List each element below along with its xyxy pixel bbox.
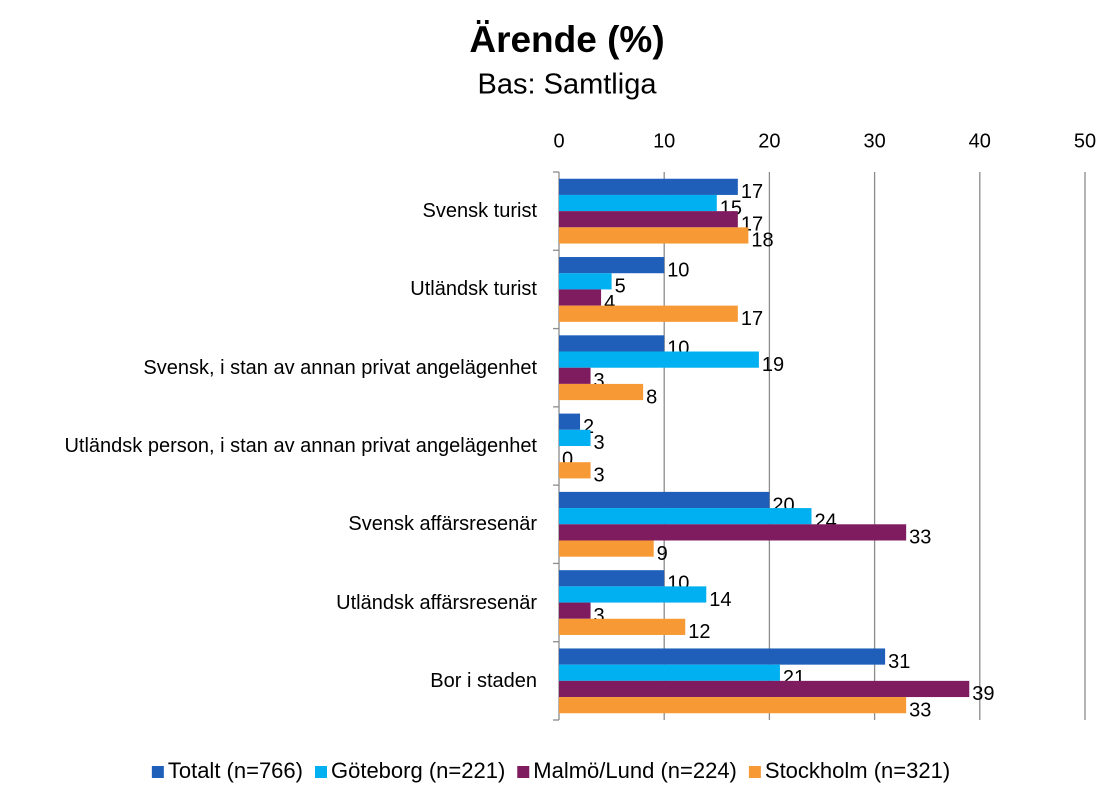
legend-swatch bbox=[748, 766, 761, 778]
legend-label: Malmö/Lund (n=224) bbox=[533, 758, 737, 783]
bar bbox=[559, 367, 591, 384]
data-label: 33 bbox=[909, 527, 931, 549]
data-label: 18 bbox=[751, 230, 773, 252]
x-tick-label: 10 bbox=[653, 130, 675, 152]
bar bbox=[559, 540, 654, 557]
data-label: 19 bbox=[762, 354, 784, 376]
data-label: 33 bbox=[909, 699, 931, 721]
bar bbox=[559, 227, 749, 244]
bar bbox=[559, 586, 707, 603]
bar bbox=[559, 178, 738, 195]
bar bbox=[559, 648, 886, 665]
data-label: 3 bbox=[594, 432, 605, 454]
data-label: 31 bbox=[888, 651, 910, 673]
x-tick-label: 20 bbox=[758, 130, 780, 152]
bar bbox=[559, 335, 665, 352]
category-label: Svensk turist bbox=[422, 200, 537, 223]
data-label: 12 bbox=[688, 621, 710, 643]
data-label: 5 bbox=[615, 276, 626, 298]
legend-swatch bbox=[314, 766, 327, 778]
legend-swatch bbox=[151, 766, 164, 778]
chart-title: Ärende (%) bbox=[469, 19, 664, 60]
data-label: 3 bbox=[594, 370, 605, 392]
category-label: Svensk, i stan av annan privat angelägen… bbox=[143, 356, 537, 379]
x-tick-label: 30 bbox=[863, 130, 885, 152]
bar bbox=[559, 570, 665, 587]
category-label: Svensk affärsresenär bbox=[348, 513, 537, 536]
data-label: 2 bbox=[583, 416, 594, 438]
data-label: 3 bbox=[594, 605, 605, 627]
category-label: Utländsk person, i stan av annan privat … bbox=[64, 435, 537, 457]
bar bbox=[559, 618, 686, 635]
bar bbox=[559, 462, 591, 479]
bar bbox=[559, 351, 759, 368]
category-label: Utländsk turist bbox=[410, 278, 537, 301]
bar bbox=[559, 680, 970, 698]
bar bbox=[559, 257, 665, 274]
bar bbox=[559, 491, 770, 509]
data-label: 9 bbox=[657, 543, 668, 565]
bar bbox=[559, 508, 812, 525]
legend-label: Stockholm (n=321) bbox=[765, 758, 950, 783]
category-label: Bor i staden bbox=[430, 669, 537, 692]
bar bbox=[559, 602, 591, 619]
data-label: 17 bbox=[741, 181, 763, 203]
x-tick-label: 0 bbox=[553, 130, 564, 152]
bar bbox=[559, 273, 612, 290]
x-tick-label: 40 bbox=[969, 130, 991, 152]
data-label: 0 bbox=[562, 448, 573, 470]
bar bbox=[559, 211, 738, 228]
data-label: 17 bbox=[741, 308, 763, 330]
data-label: 3 bbox=[594, 465, 605, 487]
bar bbox=[559, 664, 780, 681]
bar bbox=[559, 194, 717, 212]
x-tick-label: 50 bbox=[1074, 130, 1096, 152]
data-label: 4 bbox=[604, 292, 615, 314]
bar bbox=[559, 429, 591, 446]
chart-subtitle: Bas: Samtliga bbox=[478, 69, 658, 101]
data-label: 8 bbox=[646, 386, 657, 408]
legend-swatch bbox=[517, 766, 530, 778]
data-label: 39 bbox=[972, 683, 994, 705]
data-label: 10 bbox=[667, 259, 689, 281]
bar bbox=[559, 289, 602, 306]
bar bbox=[559, 305, 738, 322]
category-label: Utländsk affärsresenär bbox=[336, 591, 537, 614]
legend-label: Totalt (n=766) bbox=[168, 758, 303, 783]
data-label: 14 bbox=[709, 589, 731, 611]
bar bbox=[559, 697, 907, 714]
bar bbox=[559, 383, 644, 401]
bar bbox=[559, 413, 581, 430]
legend-label: Göteborg (n=221) bbox=[331, 758, 505, 783]
bar bbox=[559, 524, 907, 541]
